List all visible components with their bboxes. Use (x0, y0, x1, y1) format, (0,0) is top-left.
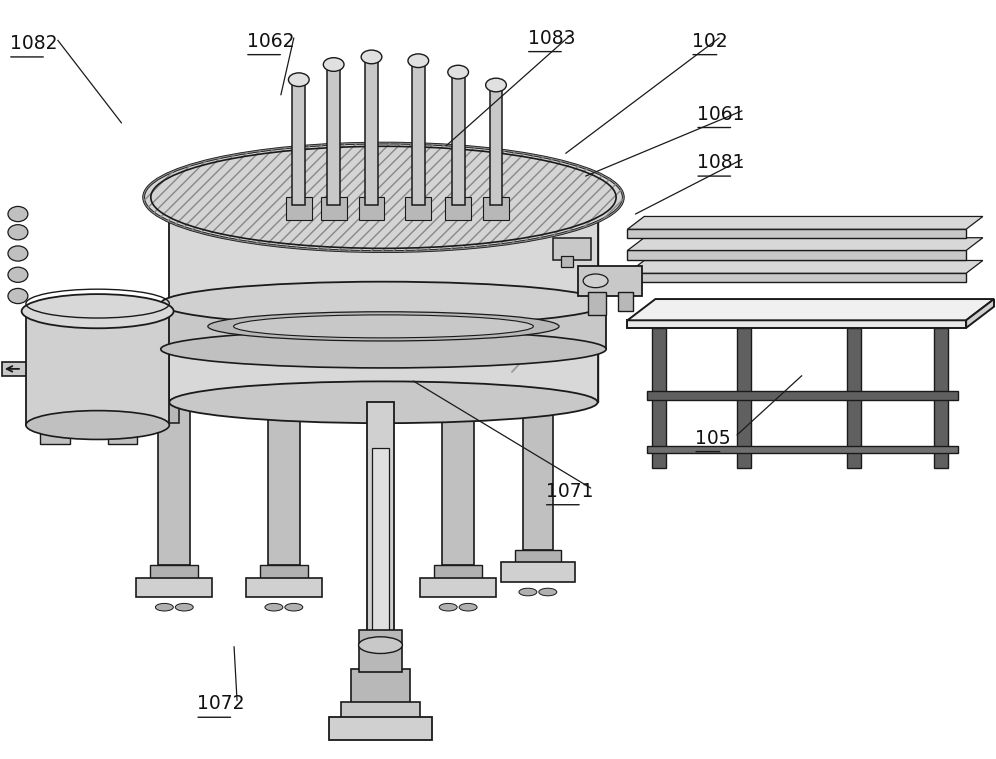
Bar (627, 229, 966, 238)
Ellipse shape (324, 58, 344, 71)
Bar (412, 61, 424, 205)
Polygon shape (627, 238, 983, 250)
Bar (553, 238, 591, 260)
Bar (501, 562, 575, 582)
Polygon shape (627, 216, 983, 229)
Bar (405, 197, 431, 220)
Ellipse shape (362, 50, 381, 64)
Circle shape (8, 246, 28, 261)
Bar (169, 197, 598, 402)
Bar (367, 402, 394, 672)
Bar (420, 578, 496, 597)
Ellipse shape (285, 603, 303, 611)
Bar (523, 402, 553, 550)
Polygon shape (590, 197, 598, 402)
Ellipse shape (175, 603, 193, 611)
Bar (26, 311, 169, 425)
Text: 1061: 1061 (697, 105, 745, 124)
Bar (327, 65, 341, 205)
Bar (445, 197, 471, 220)
Circle shape (8, 267, 28, 282)
Bar (359, 630, 402, 672)
Text: 1062: 1062 (247, 32, 295, 51)
Bar (268, 402, 300, 565)
Polygon shape (160, 304, 607, 349)
Bar (341, 702, 420, 721)
Bar (321, 197, 347, 220)
Ellipse shape (265, 603, 283, 611)
Text: 1081: 1081 (697, 153, 745, 172)
Ellipse shape (539, 588, 557, 596)
Bar (452, 72, 465, 205)
Bar (293, 80, 306, 205)
Ellipse shape (289, 73, 309, 87)
Polygon shape (966, 299, 994, 328)
Bar (359, 197, 384, 220)
Ellipse shape (439, 603, 457, 611)
Bar (2, 362, 166, 376)
Ellipse shape (408, 54, 428, 68)
Bar (246, 578, 322, 597)
Bar (108, 421, 137, 444)
Ellipse shape (233, 315, 534, 338)
Ellipse shape (486, 78, 506, 92)
Bar (627, 250, 966, 260)
Ellipse shape (359, 637, 402, 653)
Polygon shape (627, 260, 983, 273)
Bar (515, 550, 561, 564)
Text: 1071: 1071 (546, 482, 594, 501)
Ellipse shape (169, 381, 598, 424)
Text: 1082: 1082 (10, 34, 58, 53)
Bar (136, 578, 212, 597)
Bar (588, 292, 606, 315)
Bar (483, 197, 509, 220)
Bar (372, 448, 389, 634)
Text: 105: 105 (695, 429, 731, 448)
Bar (934, 328, 948, 468)
Bar (40, 421, 70, 444)
Ellipse shape (160, 282, 607, 326)
Ellipse shape (22, 294, 173, 328)
Bar (30, 400, 179, 423)
Bar (578, 266, 642, 296)
Text: 1072: 1072 (197, 694, 245, 713)
Ellipse shape (459, 603, 477, 611)
Bar (150, 565, 198, 579)
Bar (627, 273, 966, 282)
Bar (158, 402, 190, 565)
Bar (618, 292, 633, 311)
Bar (442, 402, 474, 565)
Bar (737, 328, 751, 468)
Ellipse shape (155, 603, 173, 611)
Bar (647, 391, 958, 400)
Bar (652, 328, 666, 468)
Ellipse shape (448, 65, 468, 79)
Polygon shape (627, 299, 994, 320)
Bar (351, 669, 410, 706)
Text: 1083: 1083 (528, 29, 576, 48)
Bar (365, 57, 378, 205)
Circle shape (8, 206, 28, 222)
Ellipse shape (160, 330, 607, 368)
Bar (434, 565, 482, 579)
Bar (580, 305, 598, 320)
Bar (329, 717, 432, 740)
Ellipse shape (26, 411, 169, 439)
Bar (647, 446, 958, 453)
Ellipse shape (519, 588, 537, 596)
Bar (847, 328, 861, 468)
Bar (286, 197, 312, 220)
Ellipse shape (208, 312, 559, 341)
Bar (490, 85, 502, 205)
Text: 102: 102 (692, 32, 728, 51)
Ellipse shape (143, 143, 623, 252)
Circle shape (8, 288, 28, 304)
Bar (627, 320, 966, 328)
Bar (260, 565, 308, 579)
Ellipse shape (583, 274, 608, 288)
Polygon shape (169, 197, 177, 402)
Circle shape (8, 225, 28, 240)
Bar (561, 256, 573, 267)
